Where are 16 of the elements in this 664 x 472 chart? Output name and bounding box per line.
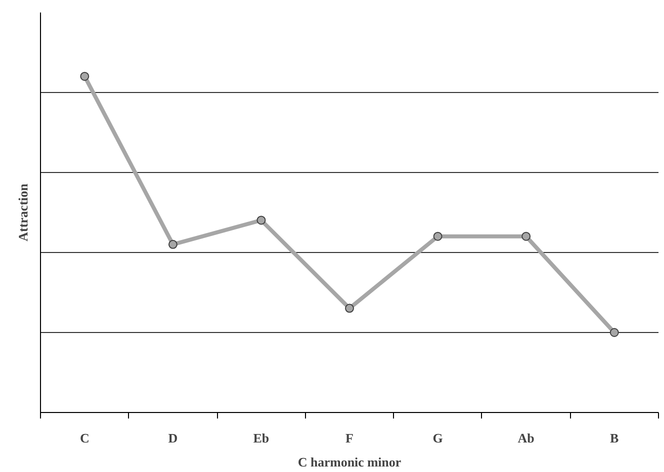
x-axis-title: C harmonic minor	[298, 454, 402, 470]
x-tick-label: C	[80, 430, 90, 446]
x-tick-label: B	[610, 430, 620, 446]
point	[610, 328, 619, 337]
point	[433, 232, 442, 241]
x-tick-label: Eb	[253, 430, 270, 446]
y-axis-title: Attraction	[16, 182, 30, 242]
point	[345, 304, 354, 313]
point	[80, 72, 90, 81]
point	[168, 240, 178, 249]
x-tick-label: D	[168, 430, 178, 446]
x-tick-label: Ab	[518, 430, 534, 446]
point	[522, 232, 531, 241]
x-tick-label: F	[346, 430, 354, 446]
x-tick-label: G	[432, 430, 443, 446]
point	[256, 216, 266, 225]
